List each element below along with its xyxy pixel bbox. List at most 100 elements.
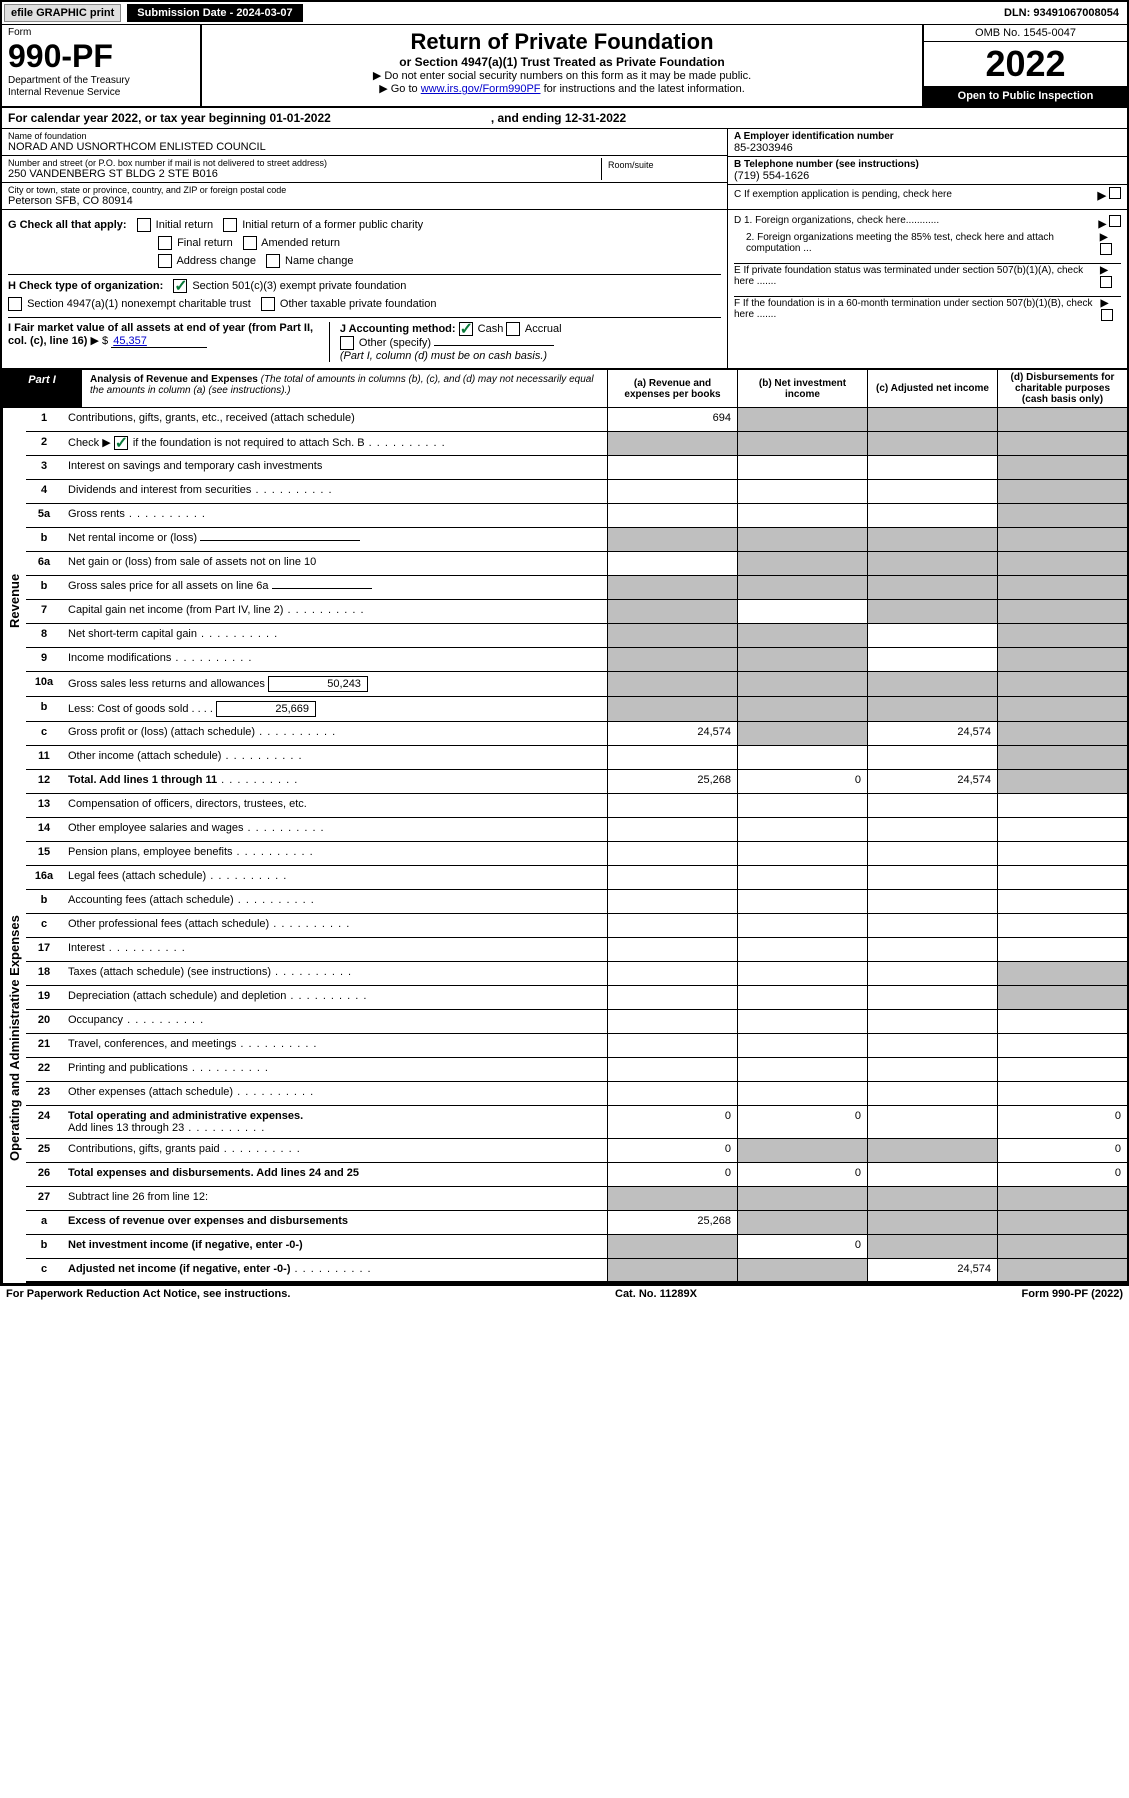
revenue-section: Revenue 1Contributions, gifts, grants, e… <box>2 408 1127 794</box>
table-row: bAccounting fees (attach schedule) <box>26 890 1127 914</box>
initial-former-checkbox[interactable] <box>223 218 237 232</box>
foundation-name-row: Name of foundation NORAD AND USNORTHCOM … <box>2 129 727 156</box>
phone-label: B Telephone number (see instructions) <box>734 159 1121 170</box>
schb-checkbox[interactable] <box>114 436 128 450</box>
table-row: bLess: Cost of goods sold . . . . 25,669 <box>26 697 1127 722</box>
e-row: E If private foundation status was termi… <box>734 263 1121 292</box>
table-row: 18Taxes (attach schedule) (see instructi… <box>26 962 1127 986</box>
table-row: 16aLegal fees (attach schedule) <box>26 866 1127 890</box>
table-row: 20Occupancy <box>26 1010 1127 1034</box>
expenses-section: Operating and Administrative Expenses 13… <box>2 794 1127 1283</box>
h-label: H Check type of organization: <box>8 280 163 292</box>
foundation-name: NORAD AND USNORTHCOM ENLISTED COUNCIL <box>8 141 721 153</box>
table-row: 27Subtract line 26 from line 12: <box>26 1187 1127 1211</box>
table-row: cOther professional fees (attach schedul… <box>26 914 1127 938</box>
form-note-1: ▶ Do not enter social security numbers o… <box>212 69 912 82</box>
table-row: bNet rental income or (loss) <box>26 528 1127 552</box>
city-value: Peterson SFB, CO 80914 <box>8 195 721 207</box>
phone-value: (719) 554-1626 <box>734 170 1121 182</box>
amended-return-checkbox[interactable] <box>243 236 257 250</box>
name-label: Name of foundation <box>8 131 721 141</box>
table-row: 24Total operating and administrative exp… <box>26 1106 1127 1139</box>
part1-header: Part I Analysis of Revenue and Expenses … <box>2 368 1127 408</box>
part1-label: Part I <box>2 370 82 407</box>
revenue-body: 1Contributions, gifts, grants, etc., rec… <box>26 408 1127 794</box>
form-subtitle: or Section 4947(a)(1) Trust Treated as P… <box>212 55 912 69</box>
initial-return-checkbox[interactable] <box>137 218 151 232</box>
final-return-checkbox[interactable] <box>158 236 172 250</box>
calendar-year-row: For calendar year 2022, or tax year begi… <box>2 108 1127 129</box>
d2-label: 2. Foreign organizations meeting the 85%… <box>734 232 1100 254</box>
form-right-block: OMB No. 1545-0047 2022 Open to Public In… <box>922 25 1127 106</box>
table-row: 13Compensation of officers, directors, t… <box>26 794 1127 818</box>
h-row-2: Section 4947(a)(1) nonexempt charitable … <box>8 295 721 313</box>
form-id-block: Form 990-PF Department of the Treasury I… <box>2 25 202 106</box>
col-d-header: (d) Disbursements for charitable purpose… <box>997 370 1127 407</box>
table-row: 12Total. Add lines 1 through 1125,268024… <box>26 770 1127 794</box>
other-method-checkbox[interactable] <box>340 336 354 350</box>
table-row: 10aGross sales less returns and allowanc… <box>26 672 1127 697</box>
d2-checkbox[interactable] <box>1100 243 1112 255</box>
form-number: 990-PF <box>8 38 194 75</box>
revenue-label: Revenue <box>2 408 26 794</box>
cash-checkbox[interactable] <box>459 322 473 336</box>
table-row: 23Other expenses (attach schedule) <box>26 1082 1127 1106</box>
accrual-checkbox[interactable] <box>506 322 520 336</box>
c-row: C If exemption application is pending, c… <box>728 185 1127 204</box>
ein-row: A Employer identification number 85-2303… <box>728 129 1127 157</box>
g-row-2: Final return Amended return <box>8 234 721 252</box>
table-row: 2Check ▶ if the foundation is not requir… <box>26 432 1127 456</box>
cal-end: , and ending 12-31-2022 <box>491 111 626 125</box>
check-left: G Check all that apply: Initial return I… <box>2 210 727 368</box>
arrow-icon: ▶ <box>1097 190 1105 202</box>
pra-notice: For Paperwork Reduction Act Notice, see … <box>6 1288 290 1300</box>
table-row: 22Printing and publications <box>26 1058 1127 1082</box>
d1-checkbox[interactable] <box>1109 215 1121 227</box>
irs-link[interactable]: www.irs.gov/Form990PF <box>421 83 541 95</box>
form-title: Return of Private Foundation <box>212 29 912 55</box>
tax-year: 2022 <box>924 42 1127 86</box>
f-label: F If the foundation is in a 60-month ter… <box>734 298 1101 320</box>
d1-row: D 1. Foreign organizations, check here..… <box>734 214 1121 231</box>
f-checkbox[interactable] <box>1101 309 1113 321</box>
footer: For Paperwork Reduction Act Notice, see … <box>0 1285 1129 1302</box>
g-row: G Check all that apply: Initial return I… <box>8 216 721 234</box>
col-b-header: (b) Net investment income <box>737 370 867 407</box>
col-c-header: (c) Adjusted net income <box>867 370 997 407</box>
table-row: 4Dividends and interest from securities <box>26 480 1127 504</box>
arrow-icon: ▶ <box>1100 232 1108 243</box>
phone-row: B Telephone number (see instructions) (7… <box>728 157 1127 185</box>
e-checkbox[interactable] <box>1100 276 1112 288</box>
omb-number: OMB No. 1545-0047 <box>924 25 1127 42</box>
table-row: 6aNet gain or (loss) from sale of assets… <box>26 552 1127 576</box>
d2-row: 2. Foreign organizations meeting the 85%… <box>734 231 1121 259</box>
city-row: City or town, state or province, country… <box>2 183 727 209</box>
ein-value: 85-2303946 <box>734 142 1121 154</box>
ein-label: A Employer identification number <box>734 131 1121 142</box>
table-row: bNet investment income (if negative, ent… <box>26 1235 1127 1259</box>
form-title-block: Return of Private Foundation or Section … <box>202 25 922 106</box>
table-row: 19Depreciation (attach schedule) and dep… <box>26 986 1127 1010</box>
address: 250 VANDENBERG ST BLDG 2 STE B016 <box>8 168 601 180</box>
form-container: efile GRAPHIC print Submission Date - 20… <box>0 0 1129 1285</box>
501c3-checkbox[interactable] <box>173 279 187 293</box>
identity-right: A Employer identification number 85-2303… <box>727 129 1127 209</box>
city-label: City or town, state or province, country… <box>8 185 721 195</box>
g-label: G Check all that apply: <box>8 219 127 231</box>
table-row: 25Contributions, gifts, grants paid00 <box>26 1139 1127 1163</box>
j-block: J Accounting method: Cash Accrual Other … <box>329 322 721 362</box>
table-row: aExcess of revenue over expenses and dis… <box>26 1211 1127 1235</box>
table-row: 5aGross rents <box>26 504 1127 528</box>
i-value[interactable]: 45,357 <box>111 335 207 348</box>
dept-treasury: Department of the Treasury <box>8 75 194 87</box>
addr-change-checkbox[interactable] <box>158 254 172 268</box>
efile-print-button[interactable]: efile GRAPHIC print <box>4 4 121 22</box>
table-row: 11Other income (attach schedule) <box>26 746 1127 770</box>
name-change-checkbox[interactable] <box>266 254 280 268</box>
table-row: 8Net short-term capital gain <box>26 624 1127 648</box>
4947-checkbox[interactable] <box>8 297 22 311</box>
room-label: Room/suite <box>601 158 721 180</box>
other-taxable-checkbox[interactable] <box>261 297 275 311</box>
identity-left: Name of foundation NORAD AND USNORTHCOM … <box>2 129 727 209</box>
c-checkbox[interactable] <box>1109 187 1121 199</box>
